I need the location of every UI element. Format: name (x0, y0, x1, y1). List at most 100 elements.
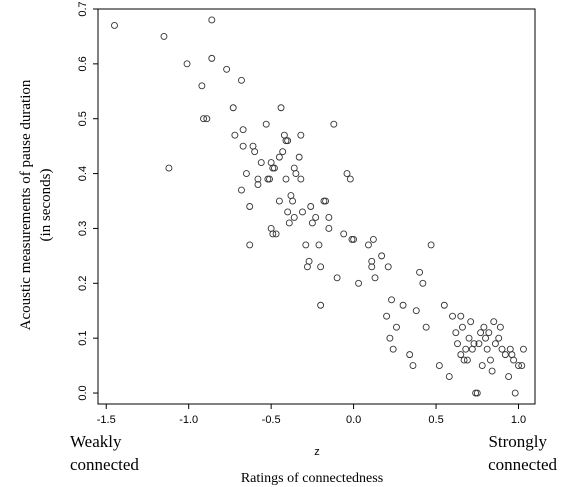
data-point (275, 197, 283, 205)
data-point (111, 22, 118, 29)
data-point (383, 312, 391, 320)
data-point (299, 208, 306, 216)
data-point (317, 263, 325, 271)
data-point (282, 175, 290, 183)
data-point (452, 329, 460, 337)
y-tick-label: 0.1 (77, 331, 89, 346)
data-point (440, 301, 448, 309)
data-point (333, 274, 341, 282)
data-point (515, 362, 522, 370)
data-point (325, 214, 333, 221)
data-point (238, 186, 245, 194)
data-point (487, 356, 494, 364)
y-axis-label-line2: (in seconds) (38, 169, 54, 242)
x-tick-label: -1.0 (179, 414, 198, 426)
data-point (463, 356, 471, 364)
data-point (223, 65, 231, 73)
data-point (355, 279, 363, 287)
data-point (165, 164, 173, 172)
data-point (160, 32, 168, 40)
data-point (305, 257, 313, 265)
data-point (183, 60, 191, 68)
data-point (292, 170, 300, 178)
data-point (480, 323, 488, 331)
y-tick-label: 0.3 (77, 221, 89, 236)
data-point (279, 148, 287, 156)
data-point (399, 301, 407, 309)
data-point (208, 16, 216, 24)
data-point (449, 312, 456, 320)
data-point (505, 373, 513, 381)
data-point (229, 104, 237, 112)
data-point (490, 318, 498, 326)
x-tick-label: 0.0 (346, 414, 361, 426)
data-point (343, 170, 351, 178)
y-tick-label: 0.6 (77, 56, 89, 71)
data-point (511, 389, 519, 397)
data-point (270, 164, 278, 172)
data-point (371, 274, 379, 282)
data-point (510, 356, 518, 364)
x-tick-label: 0.5 (428, 414, 443, 426)
data-point (325, 224, 333, 232)
data-point (277, 104, 285, 112)
right-note-line2: connected (488, 455, 557, 474)
data-point (297, 175, 305, 183)
data-point (465, 334, 473, 342)
data-point (239, 142, 247, 150)
data-point (284, 208, 292, 216)
data-point (501, 351, 509, 359)
data-point (419, 279, 427, 287)
data-point (297, 131, 305, 139)
data-points (111, 16, 527, 397)
plot-frame (97, 8, 536, 405)
y-axis: 0.0 0.1 0.2 0.3 0.4 0.5 0.6 0.7 (77, 1, 98, 401)
y-axis-label-line1: Acoustic measurements of pause duration (18, 79, 34, 330)
data-point (238, 76, 245, 84)
data-point (454, 340, 461, 348)
data-point (389, 345, 397, 353)
data-point (285, 219, 293, 227)
data-point (483, 345, 491, 353)
y-tick-label: 0.7 (77, 1, 89, 16)
data-point (269, 230, 277, 238)
data-point (251, 148, 259, 156)
data-point (275, 153, 283, 161)
data-point (482, 334, 489, 342)
chart-caption: Ratings of connectedness (241, 471, 383, 486)
data-point (422, 323, 430, 331)
data-point (242, 170, 250, 178)
data-point (308, 219, 316, 227)
data-point (412, 307, 420, 315)
data-point (295, 153, 303, 161)
data-point (317, 301, 325, 309)
left-note-line2: connected (70, 455, 139, 474)
data-point (290, 214, 298, 221)
data-point (409, 362, 417, 370)
data-point (406, 351, 414, 359)
data-point (435, 362, 443, 370)
data-point (495, 334, 503, 342)
data-point (485, 329, 493, 337)
data-point (488, 367, 496, 375)
x-tick-label: -0.5 (262, 414, 281, 426)
data-point (460, 356, 468, 364)
data-point (200, 115, 207, 123)
data-point (393, 323, 400, 331)
data-point (257, 159, 265, 167)
data-point (518, 362, 526, 370)
data-point (475, 340, 483, 348)
y-tick-label: 0.0 (77, 385, 89, 400)
x-tick-label: -1.5 (97, 414, 116, 426)
data-point (254, 181, 262, 189)
data-point (266, 175, 273, 183)
data-point (284, 137, 292, 145)
data-point (350, 235, 358, 243)
data-point (315, 241, 323, 249)
x-tick-label: 1.0 (511, 414, 526, 426)
data-point (368, 263, 376, 271)
y-tick-label: 0.2 (77, 276, 89, 291)
data-point (384, 263, 392, 271)
x-axis: -1.5 -1.0 -0.5 0.0 0.5 1.0 (97, 404, 526, 426)
data-point (364, 241, 372, 249)
